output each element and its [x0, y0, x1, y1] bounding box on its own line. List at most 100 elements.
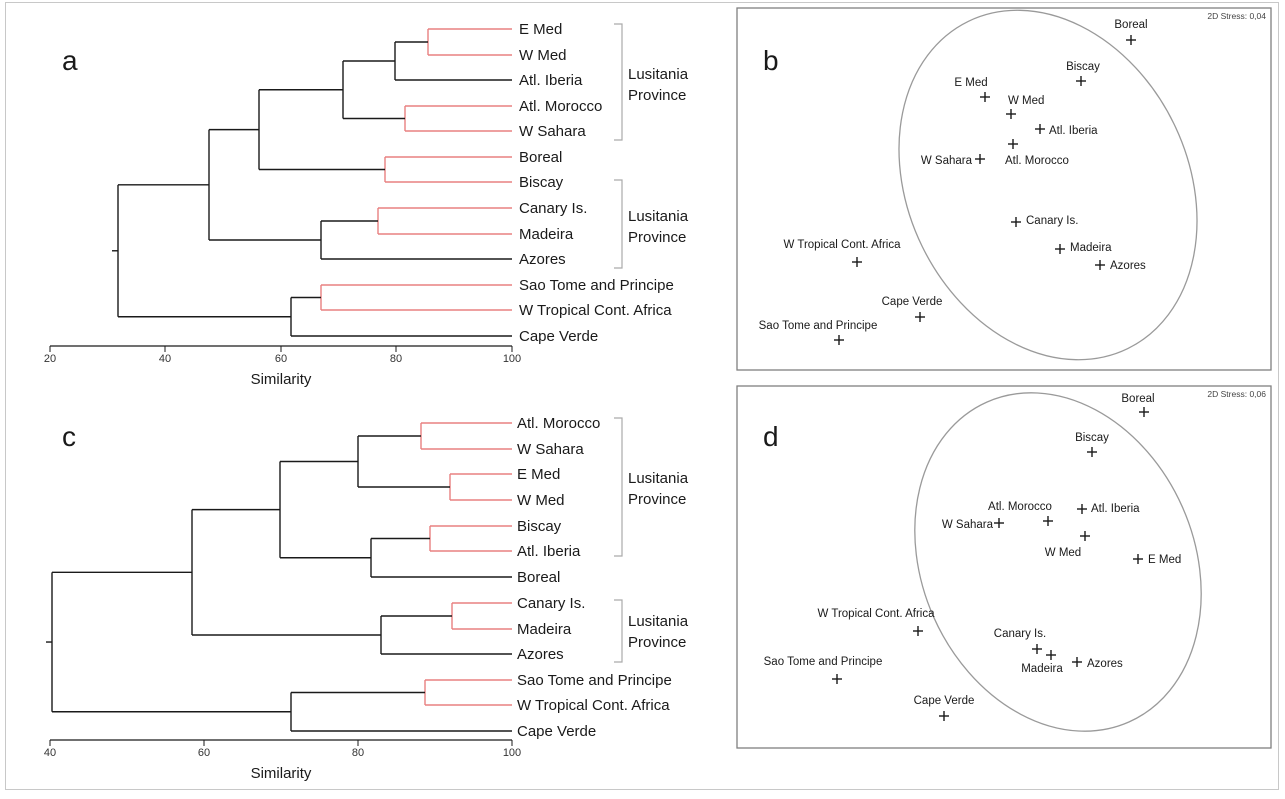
- leaf-label: Biscay: [519, 174, 564, 191]
- tick-label: 20: [44, 353, 56, 365]
- panel-a-letter: a: [62, 45, 78, 76]
- point-label: Boreal: [1121, 393, 1154, 405]
- similarity-axis-a: 20 40 60 80 100 Similarity: [44, 345, 521, 388]
- leaf-label: E Med: [519, 21, 562, 38]
- group-bracket-c2: Lusitania Province: [614, 599, 689, 663]
- bracket-line: [614, 179, 623, 269]
- cluster-ellipse: [914, 392, 1202, 732]
- mds-point: W Med: [1006, 95, 1044, 119]
- group-label: Lusitania: [628, 470, 689, 487]
- group-label: Province: [628, 229, 686, 246]
- tick-label: 60: [275, 353, 287, 365]
- bracket-line: [614, 23, 623, 141]
- mds-point: Madeira: [1055, 242, 1112, 254]
- leaf-label: Azores: [519, 251, 566, 268]
- panel-d-letter: d: [763, 421, 779, 452]
- mds-point: Boreal: [1121, 393, 1155, 417]
- group-bracket-c1: Lusitania Province: [614, 417, 689, 557]
- tick-label: 40: [44, 747, 56, 759]
- mds-d-points: Boreal Biscay Atl. Morocco Atl. Iberia W Sah…: [764, 393, 1181, 721]
- panel-c-dendrogram: c Atl. Morocco W Sahara E Med W Med Bisc…: [44, 415, 689, 782]
- leaf-label: Atl. Iberia: [519, 72, 583, 89]
- mds-point: Cape Verde: [914, 695, 975, 721]
- mds-point: W Sahara: [942, 518, 1004, 531]
- point-label: W Sahara: [942, 519, 994, 531]
- point-label: W Med: [1045, 547, 1081, 559]
- point-label: Madeira: [1021, 663, 1063, 675]
- group-bracket-a2: Lusitania Province: [614, 179, 689, 269]
- leaf-label: Biscay: [517, 518, 562, 535]
- group-label: Lusitania: [628, 208, 689, 225]
- stress-label: 2D Stress: 0,06: [1207, 389, 1266, 399]
- point-label: Azores: [1110, 260, 1146, 272]
- stress-label: 2D Stress: 0,04: [1207, 11, 1266, 21]
- leaf-label: W Tropical Cont. Africa: [517, 697, 670, 714]
- mds-point: Canary Is.: [994, 628, 1046, 654]
- mds-point: Sao Tome and Principe: [764, 656, 883, 684]
- bracket-line: [614, 417, 623, 557]
- mds-point: W Tropical Cont. Africa: [818, 608, 936, 636]
- point-label: Biscay: [1066, 61, 1100, 73]
- panel-b-mds: b 2D Stress: 0,04 Boreal Biscay E Med W Med…: [736, 7, 1272, 371]
- point-label: Cape Verde: [914, 695, 975, 707]
- leaf-label: Boreal: [519, 149, 562, 166]
- mds-point: Atl. Morocco: [1005, 139, 1069, 167]
- mds-point: Atl. Morocco: [988, 501, 1053, 526]
- leaf-label: Boreal: [517, 569, 560, 586]
- mds-point: Atl. Iberia: [1035, 124, 1098, 137]
- group-label: Province: [628, 634, 686, 651]
- point-label: W Med: [1008, 95, 1044, 107]
- leaf-label: W Sahara: [519, 123, 586, 140]
- mds-point: Boreal: [1114, 19, 1148, 45]
- point-label: Atl. Iberia: [1091, 503, 1140, 515]
- leaf-label: W Sahara: [517, 441, 584, 458]
- leaf-label: Azores: [517, 646, 564, 663]
- tick-label: 100: [503, 353, 521, 365]
- point-label: Atl. Morocco: [1005, 155, 1069, 167]
- leaf-label: Canary Is.: [517, 595, 585, 612]
- point-label: Atl. Iberia: [1049, 125, 1098, 137]
- point-label: Sao Tome and Principe: [764, 656, 883, 668]
- leaf-label: W Med: [519, 47, 567, 64]
- tick-label: 40: [159, 353, 171, 365]
- cluster-ellipse: [898, 9, 1198, 361]
- point-label: Canary Is.: [994, 628, 1046, 640]
- leaf-label: W Tropical Cont. Africa: [519, 302, 672, 319]
- group-label: Province: [628, 491, 686, 508]
- point-label: W Tropical Cont. Africa: [784, 239, 902, 251]
- similarity-axis-c: 40 60 80 100 Similarity: [44, 739, 521, 782]
- leaf-label: Madeira: [519, 226, 574, 243]
- mds-point: W Med: [1045, 531, 1090, 559]
- point-label: Biscay: [1075, 432, 1109, 444]
- mds-point: Cape Verde: [882, 296, 942, 322]
- point-label: Atl. Morocco: [988, 501, 1052, 513]
- point-label: Azores: [1087, 658, 1123, 670]
- point-label: E Med: [1148, 554, 1181, 566]
- mds-point: W Sahara: [921, 154, 985, 167]
- leaf-label: Atl. Morocco: [519, 98, 602, 115]
- leaf-label: Sao Tome and Principe: [517, 672, 672, 689]
- mds-point: Biscay: [1075, 432, 1109, 457]
- group-label: Province: [628, 87, 686, 104]
- leaf-label: Cape Verde: [519, 328, 598, 345]
- tick-label: 80: [352, 747, 364, 759]
- mds-point: Madeira: [1021, 650, 1063, 675]
- group-label: Lusitania: [628, 66, 689, 83]
- panel-b-box: [736, 7, 1272, 371]
- tick-label: 60: [198, 747, 210, 759]
- panel-a-dendrogram: a E Med W Med Atl. Iberia Atl. Morocco W…: [44, 21, 689, 388]
- dendrogram-c-branches: [46, 422, 512, 732]
- tick-label: 80: [390, 353, 402, 365]
- dendrogram-c-leaves: Atl. Morocco W Sahara E Med W Med Biscay…: [517, 415, 672, 740]
- leaf-label: E Med: [517, 466, 560, 483]
- bracket-line: [614, 599, 623, 663]
- mds-point: Sao Tome and Principe: [759, 320, 877, 345]
- mds-point: Canary Is.: [1011, 215, 1078, 227]
- leaf-label: Canary Is.: [519, 200, 587, 217]
- mds-point: W Tropical Cont. Africa: [784, 239, 902, 267]
- group-bracket-a1: Lusitania Province: [614, 23, 689, 141]
- point-label: W Tropical Cont. Africa: [818, 608, 936, 620]
- axis-title: Similarity: [251, 371, 312, 388]
- point-label: W Sahara: [921, 155, 973, 167]
